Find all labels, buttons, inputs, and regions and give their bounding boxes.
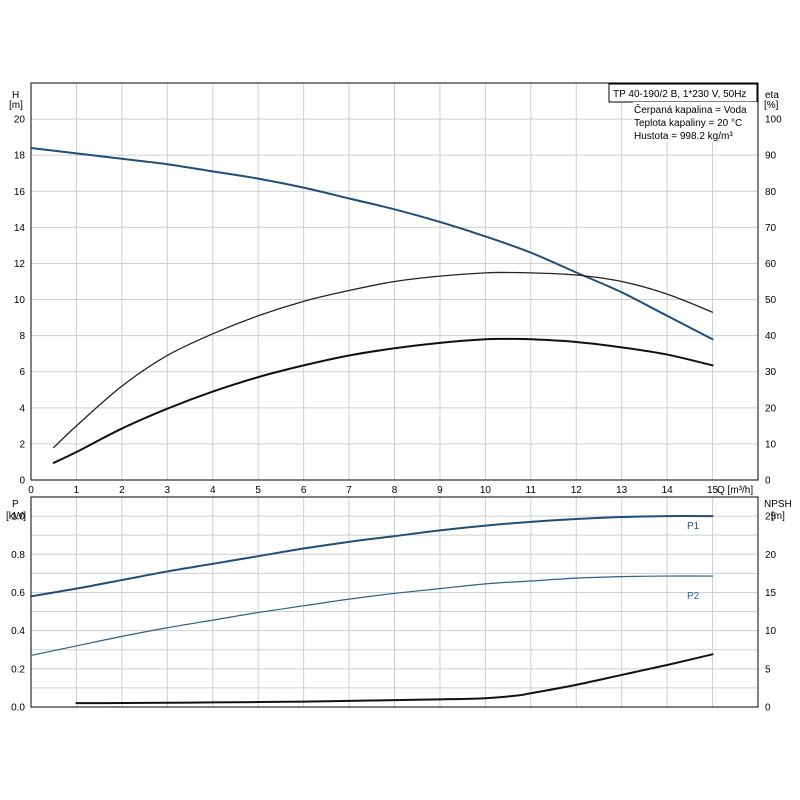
p2-series-label: P2 (687, 591, 700, 602)
legend-line-temperature: Teplota kapaliny = 20 °C (634, 118, 742, 129)
efficiency-tick-label: 40 (765, 331, 777, 342)
power-npsh-panel: 0.0 0.2 0.4 0.6 0.8 1.0 0 5 10 15 20 25 P [kW] NPS… (6, 496, 792, 714)
legend-info-box (633, 102, 757, 142)
efficiency-tick-label: 80 (765, 187, 777, 198)
head-axis-ticks: 0 2 4 6 8 10 12 14 16 18 20 (14, 115, 26, 487)
power-tick-label: 0.8 (11, 550, 25, 561)
flow-tick-label: 13 (616, 485, 628, 496)
efficiency-tick-label: 50 (765, 295, 777, 306)
efficiency-axis-ticks: 0 10 20 30 40 50 60 70 80 90 100 (765, 115, 782, 487)
npsh-tick-label: 0 (765, 703, 771, 714)
efficiency-axis-label: eta (765, 90, 779, 101)
power-tick-label: 0.2 (11, 664, 25, 675)
head-tick-label: 14 (14, 223, 26, 234)
flow-tick-label: 12 (571, 485, 583, 496)
top-series-group (30, 146, 714, 464)
legend-box: TP 40-190/2 B, 1*230 V, 50Hz Čerpaná kap… (608, 83, 758, 142)
top-grid (30, 82, 759, 481)
power-tick-label: 0.4 (11, 626, 25, 637)
flow-tick-label: 7 (346, 485, 352, 496)
head-curve (30, 146, 714, 341)
p2-power-curve (30, 575, 714, 657)
efficiency-tick-label: 70 (765, 223, 777, 234)
head-tick-label: 20 (14, 115, 26, 126)
power-tick-label: 0.0 (11, 703, 25, 714)
head-tick-label: 18 (14, 151, 26, 162)
efficiency-tick-label: 60 (765, 259, 777, 270)
head-tick-label: 12 (14, 259, 26, 270)
flow-tick-label: 2 (119, 485, 125, 496)
head-tick-label: 4 (19, 403, 25, 414)
flow-axis-ticks: 0 1 2 3 4 5 6 7 8 9 10 11 12 13 14 15 (28, 485, 718, 496)
legend-line-pump: TP 40-190/2 B, 1*230 V, 50Hz (613, 89, 746, 100)
npsh-curve (75, 653, 714, 705)
npsh-tick-label: 20 (765, 550, 777, 561)
head-tick-label: 0 (19, 476, 25, 487)
head-tick-label: 2 (19, 439, 25, 450)
power-tick-label: 0.6 (11, 588, 25, 599)
npsh-axis-ticks: 0 5 10 15 20 25 (765, 512, 777, 714)
flow-tick-label: 9 (437, 485, 443, 496)
flow-tick-label: 11 (526, 485, 537, 496)
head-axis-unit: [m] (9, 100, 23, 111)
efficiency-curve (53, 271, 714, 449)
efficiency-tick-label: 20 (765, 403, 777, 414)
power-tick-label: 1.0 (11, 512, 25, 523)
efficiency-tick-label: 30 (765, 367, 777, 378)
top-plot-frame (30, 82, 759, 481)
flow-tick-label: 10 (480, 485, 492, 496)
flow-axis-label: Q [m³/h] (717, 485, 753, 496)
npsh-axis-unit: [m] (771, 511, 785, 522)
flow-tick-label: 0 (28, 485, 34, 496)
efficiency-tick-label: 100 (765, 115, 782, 126)
efficiency-tick-label: 0 (765, 476, 771, 487)
bottom-series-group (30, 515, 714, 705)
npsh-tick-label: 5 (765, 664, 771, 675)
head-axis-label: H (12, 90, 19, 101)
head-tick-label: 10 (14, 295, 26, 306)
flow-tick-label: 14 (662, 485, 674, 496)
bottom-plot-frame (30, 496, 759, 708)
npsh-axis-label: NPSH (764, 499, 792, 510)
power-axis-label: P (12, 499, 19, 510)
efficiency-axis-unit: [%] (764, 100, 779, 111)
flow-tick-label: 6 (301, 485, 307, 496)
p1-power-curve (30, 515, 714, 598)
head-tick-label: 6 (19, 367, 25, 378)
flow-tick-label: 4 (210, 485, 216, 496)
p1-series-label: P1 (687, 521, 700, 532)
power-axis-ticks: 0.0 0.2 0.4 0.6 0.8 1.0 (11, 512, 25, 714)
npsh-tick-label: 25 (765, 512, 777, 523)
legend-line-density: Hustota = 998.2 kg/m³ (634, 131, 733, 142)
flow-tick-label: 8 (392, 485, 398, 496)
power-axis-unit: [kW] (6, 511, 26, 522)
head-tick-label: 16 (14, 187, 26, 198)
pump-efficiency-curve (52, 337, 714, 464)
npsh-tick-label: 15 (765, 588, 777, 599)
head-tick-label: 8 (19, 331, 25, 342)
flow-tick-label: 3 (165, 485, 171, 496)
npsh-tick-label: 10 (765, 626, 777, 637)
efficiency-tick-label: 10 (765, 439, 777, 450)
flow-tick-label: 15 (707, 485, 719, 496)
efficiency-tick-label: 90 (765, 151, 777, 162)
legend-line-fluid: Čerpaná kapalina = Voda (634, 103, 747, 116)
flow-tick-label: 5 (255, 485, 261, 496)
flow-tick-label: 1 (74, 485, 80, 496)
